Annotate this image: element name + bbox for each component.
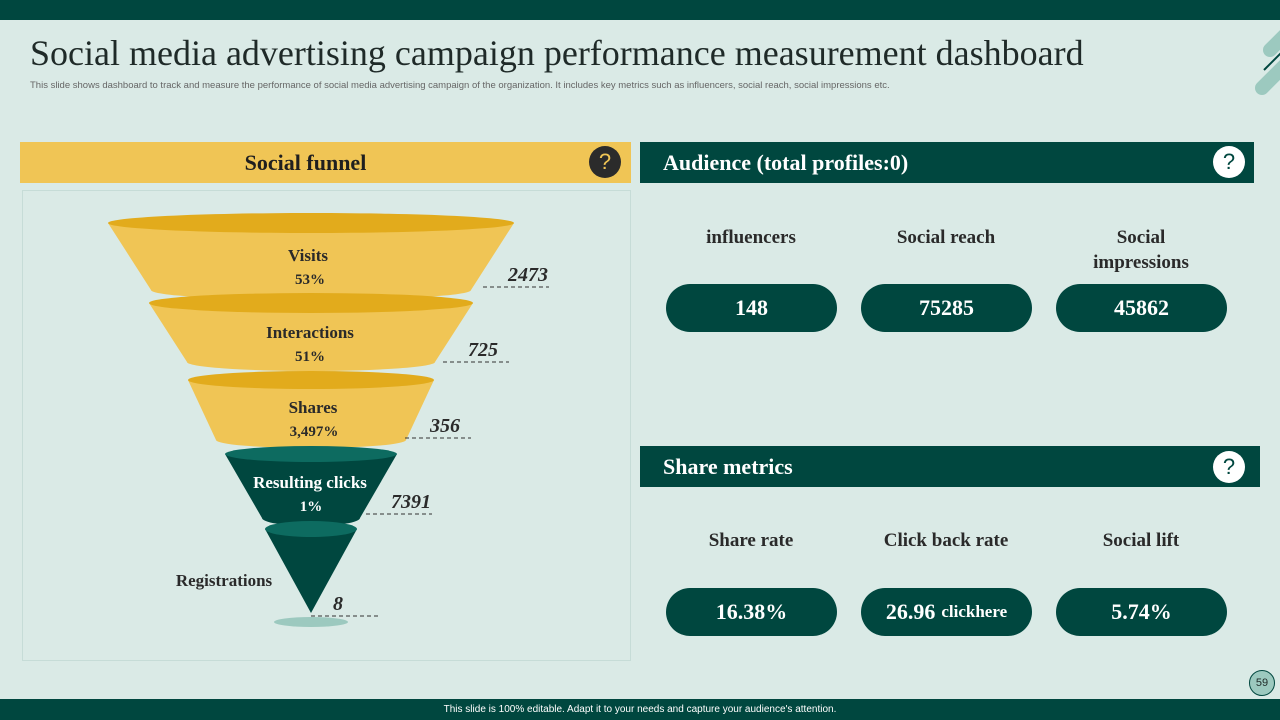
metric-value: 5.74%: [1056, 588, 1227, 636]
metric-value: 75285: [861, 284, 1032, 332]
stage-count: 8: [333, 593, 343, 615]
funnel-header: Social funnel: [20, 142, 631, 183]
metric-label: influencers: [706, 227, 796, 248]
metric-value: 45862: [1056, 284, 1227, 332]
stage-count: 7391: [391, 491, 431, 513]
title: Social media advertising campaign perfor…: [30, 33, 1084, 73]
help-icon[interactable]: ?: [1213, 451, 1245, 483]
stage-count: 2473: [507, 264, 548, 286]
help-icon[interactable]: ?: [589, 146, 621, 178]
stage-label: Resulting clicks: [253, 473, 367, 492]
footer-bar: This slide is 100% editable. Adapt it to…: [0, 699, 1280, 720]
top-bar: [0, 0, 1280, 20]
stage-percent: 3,497%: [290, 424, 339, 440]
stage-percent: 53%: [295, 272, 325, 288]
metric-value: 16.38%: [666, 588, 837, 636]
metric-label: Click back rate: [883, 530, 1009, 551]
stage-label: Registrations: [176, 571, 273, 590]
metric-value: 148: [666, 284, 837, 332]
funnel-shapes: [108, 213, 514, 627]
metric-label: Social impressions: [1093, 227, 1189, 273]
stage-label: Visits: [288, 246, 328, 265]
stage-percent: 51%: [295, 349, 325, 365]
metric-pill: 26.96 clickhere: [861, 588, 1032, 636]
funnel: Visits 53% Interactions 51% Shares 3,497…: [108, 213, 549, 627]
leader-lines: [311, 286, 549, 617]
metric-value: 26.96: [885, 599, 936, 624]
metric-label: Social reach: [896, 227, 996, 248]
metric-link[interactable]: clickhere: [941, 602, 1008, 621]
footer-text: This slide is 100% editable. Adapt it to…: [443, 704, 837, 715]
share-title: Share metrics: [663, 453, 793, 479]
share-header: Share metrics: [640, 446, 1260, 487]
audience-header: Audience (total profiles:0): [640, 142, 1254, 183]
subtitle: This slide shows dashboard to track and …: [30, 80, 890, 91]
stage-count: 725: [468, 339, 498, 361]
metric-label: Share rate: [708, 530, 794, 551]
stage-label: Interactions: [266, 323, 354, 342]
funnel-title: Social funnel: [244, 149, 367, 175]
stage-percent: 1%: [300, 499, 323, 515]
help-icon[interactable]: ?: [1213, 146, 1245, 178]
metric-label: Social lift: [1102, 530, 1180, 551]
page-number: 59: [1249, 670, 1275, 696]
stage-count: 356: [429, 415, 460, 437]
audience-title: Audience (total profiles:0): [663, 149, 909, 175]
funnel-panel: [22, 190, 631, 661]
decoration: [1255, 30, 1280, 95]
stage-label: Shares: [289, 398, 338, 417]
